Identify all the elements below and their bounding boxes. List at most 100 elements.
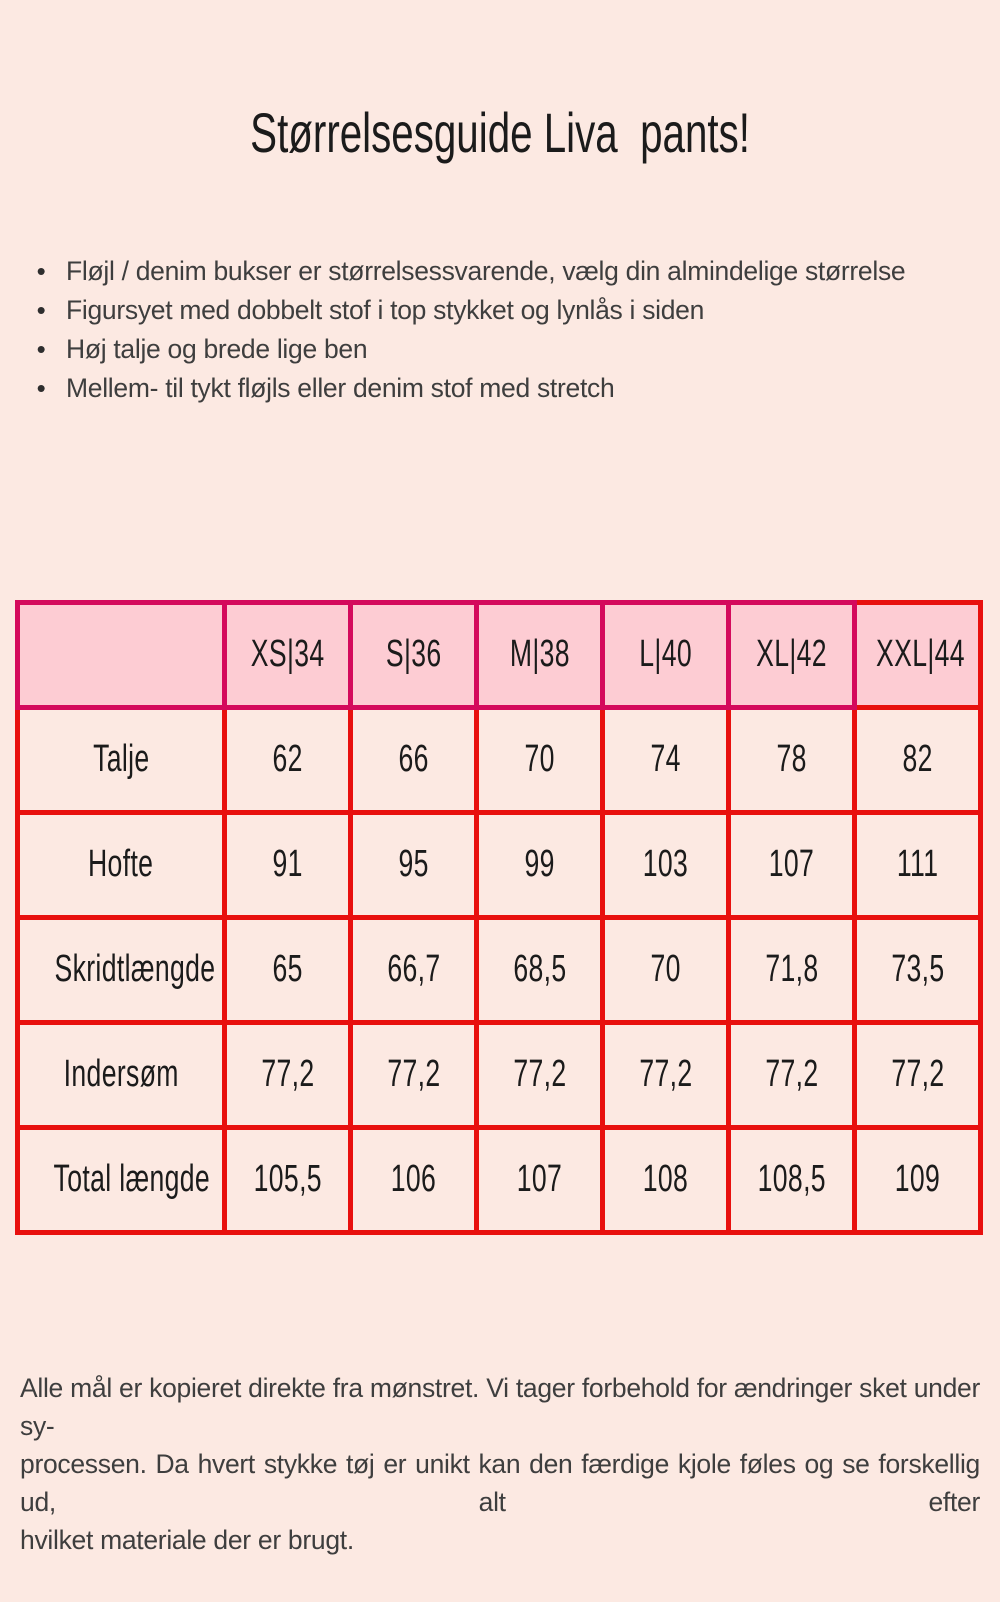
bullet-icon: • bbox=[36, 333, 46, 364]
measurement-value-cell: 70 bbox=[600, 914, 731, 1025]
measurement-value-cell: 91 bbox=[222, 809, 353, 920]
size-column-header-label: S|36 bbox=[385, 633, 442, 676]
measurement-value-cell: 107 bbox=[474, 1124, 605, 1235]
size-column-header-label: XS|34 bbox=[250, 633, 325, 676]
measurement-value-cell: 95 bbox=[348, 809, 479, 920]
measurement-value: 105,5 bbox=[253, 1158, 322, 1201]
measurement-value-cell: 66 bbox=[348, 704, 479, 815]
feature-list: • Fløjl / denim bukser er størrelsessvare… bbox=[30, 252, 1000, 408]
measurement-label: Indersøm bbox=[63, 1053, 179, 1096]
size-column-header: XL|42 bbox=[726, 599, 857, 710]
measurement-value: 68,5 bbox=[512, 948, 567, 991]
measurement-value-cell: 106 bbox=[348, 1124, 479, 1235]
measurement-value: 77,2 bbox=[260, 1053, 315, 1096]
size-table: XS|34 S|36 M|38 L|40 XL|42 XXL|44 Talje 62 66 70… bbox=[15, 599, 983, 1235]
size-column-header: L|40 bbox=[600, 599, 731, 710]
measurement-value: 106 bbox=[390, 1158, 437, 1201]
measurement-value-cell: 74 bbox=[600, 704, 731, 815]
measurement-value: 103 bbox=[642, 843, 689, 886]
feature-item-label: Figursyet med dobbelt stof i top stykket… bbox=[66, 294, 705, 325]
measurement-value: 77,2 bbox=[386, 1053, 441, 1096]
measurement-value: 77,2 bbox=[512, 1053, 567, 1096]
measurement-value-cell: 109 bbox=[852, 1124, 983, 1235]
measurement-value: 77,2 bbox=[638, 1053, 693, 1096]
measurement-value: 82 bbox=[902, 738, 933, 781]
measurement-value: 99 bbox=[524, 843, 555, 886]
feature-item: • Fløjl / denim bukser er størrelsessvare… bbox=[30, 252, 1000, 291]
size-column-header: XS|34 bbox=[222, 599, 353, 710]
measurement-value-cell: 108,5 bbox=[726, 1124, 857, 1235]
measurement-value: 107 bbox=[768, 843, 815, 886]
size-table-row: Skridtlængde 65 66,7 68,5 70 71,8 73,5 bbox=[15, 914, 983, 1025]
measurement-value: 95 bbox=[398, 843, 429, 886]
size-column-header: XXL|44 bbox=[852, 599, 983, 710]
measurement-value: 74 bbox=[650, 738, 681, 781]
size-column-header: M|38 bbox=[474, 599, 605, 710]
measurement-label: Hofte bbox=[88, 843, 154, 886]
measurement-value-cell: 108 bbox=[600, 1124, 731, 1235]
bullet-icon: • bbox=[36, 255, 46, 286]
measurement-label: Skridtlængde bbox=[54, 948, 216, 991]
size-table-row: Indersøm 77,2 77,2 77,2 77,2 77,2 77,2 bbox=[15, 1019, 983, 1130]
size-column-header-label: M|38 bbox=[509, 633, 570, 676]
footer-note-line: processen. Da hvert stykke tøj er unikt … bbox=[20, 1448, 980, 1517]
feature-item: • Figursyet med dobbelt stof i top stykke… bbox=[30, 291, 1000, 330]
size-column-header-label: L|40 bbox=[639, 633, 692, 676]
measurement-value-cell: 66,7 bbox=[348, 914, 479, 1025]
measurement-value-cell: 107 bbox=[726, 809, 857, 920]
size-table-head: XS|34 S|36 M|38 L|40 XL|42 XXL|44 bbox=[15, 599, 983, 710]
measurement-value: 71,8 bbox=[764, 948, 819, 991]
size-column-header-label: XL|42 bbox=[756, 633, 827, 676]
measurement-label: Total længde bbox=[53, 1158, 211, 1201]
feature-item-label: Høj talje og brede lige ben bbox=[66, 333, 368, 364]
measurement-value: 108 bbox=[642, 1158, 689, 1201]
measurement-value-cell: 70 bbox=[474, 704, 605, 815]
footer-note-line: hvilket materiale der er brugt. bbox=[20, 1524, 354, 1555]
measurement-value: 91 bbox=[272, 843, 303, 886]
measurement-value: 108,5 bbox=[757, 1158, 826, 1201]
measurement-value-cell: 71,8 bbox=[726, 914, 857, 1025]
measurement-value-cell: 82 bbox=[852, 704, 983, 815]
size-table-row: Talje 62 66 70 74 78 82 bbox=[15, 704, 983, 815]
measurement-value-cell: 77,2 bbox=[474, 1019, 605, 1130]
measurement-label-cell: Hofte bbox=[15, 809, 227, 920]
size-table-body: Talje 62 66 70 74 78 82 Hofte 91 95 99 103 107 111 Skr… bbox=[15, 704, 983, 1235]
measurement-value: 66 bbox=[398, 738, 429, 781]
measurement-value-cell: 77,2 bbox=[222, 1019, 353, 1130]
measurement-value-cell: 105,5 bbox=[222, 1124, 353, 1235]
feature-item: • Høj talje og brede lige ben bbox=[30, 330, 1000, 369]
measurement-value: 77,2 bbox=[890, 1053, 945, 1096]
page-title: Størrelsesguide Liva pants! bbox=[0, 102, 1000, 164]
measurement-value-cell: 103 bbox=[600, 809, 731, 920]
size-guide-page: Størrelsesguide Liva pants! • Fløjl / den… bbox=[0, 102, 1000, 1602]
measurement-value: 77,2 bbox=[764, 1053, 819, 1096]
size-column-header-label: XXL|44 bbox=[876, 633, 965, 676]
size-table-corner-cell bbox=[15, 599, 227, 710]
measurement-value: 65 bbox=[272, 948, 303, 991]
footer-note-line: Alle mål er kopieret direkte fra mønstre… bbox=[20, 1372, 980, 1441]
measurement-label-cell: Indersøm bbox=[15, 1019, 227, 1130]
measurement-value-cell: 77,2 bbox=[726, 1019, 857, 1130]
measurement-value-cell: 62 bbox=[222, 704, 353, 815]
measurement-value: 62 bbox=[272, 738, 303, 781]
feature-item: • Mellem- til tykt fløjls eller denim sto… bbox=[30, 369, 1000, 408]
page-title-text: Størrelsesguide Liva pants! bbox=[250, 101, 750, 164]
measurement-value-cell: 77,2 bbox=[348, 1019, 479, 1130]
size-table-row: Hofte 91 95 99 103 107 111 bbox=[15, 809, 983, 920]
measurement-value: 107 bbox=[516, 1158, 563, 1201]
feature-item-label: Mellem- til tykt fløjls eller denim stof… bbox=[66, 372, 615, 403]
measurement-value-cell: 65 bbox=[222, 914, 353, 1025]
measurement-value: 70 bbox=[650, 948, 681, 991]
measurement-value: 78 bbox=[776, 738, 807, 781]
measurement-value: 111 bbox=[896, 843, 939, 886]
measurement-label-cell: Skridtlængde bbox=[15, 914, 227, 1025]
measurement-value-cell: 99 bbox=[474, 809, 605, 920]
feature-item-label: Fløjl / denim bukser er størrelsessvaren… bbox=[66, 255, 906, 286]
size-column-header: S|36 bbox=[348, 599, 479, 710]
measurement-value: 66,7 bbox=[386, 948, 441, 991]
measurement-label: Talje bbox=[92, 738, 150, 781]
bullet-icon: • bbox=[36, 294, 46, 325]
measurement-value: 73,5 bbox=[890, 948, 945, 991]
footer-note: Alle mål er kopieret direkte fra mønstre… bbox=[20, 1369, 980, 1559]
measurement-value: 70 bbox=[524, 738, 555, 781]
